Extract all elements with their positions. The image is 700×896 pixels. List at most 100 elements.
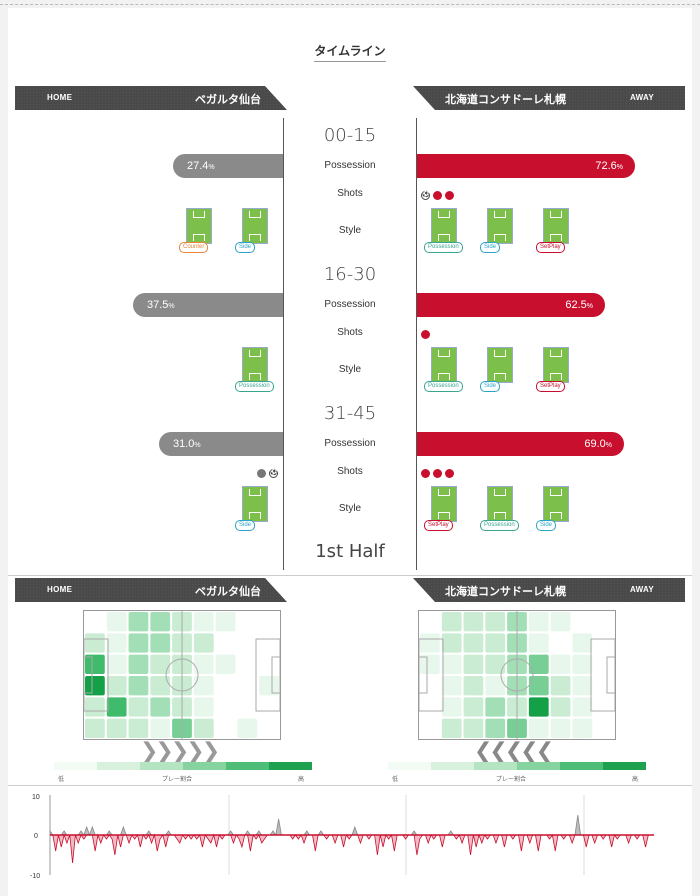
away-side-label-2: AWAY (630, 585, 655, 594)
away-legend-low: 低 (392, 777, 399, 783)
heat-cell (85, 633, 105, 653)
home-legend-low: 低 (58, 777, 65, 783)
away-style-pitch-icon (543, 486, 569, 522)
away-shot-marker (421, 469, 430, 478)
heat-cell (85, 676, 105, 696)
possession-label: Possession (324, 160, 376, 171)
heat-cell (463, 654, 484, 674)
heat-cell (550, 697, 571, 717)
home-possession-value: 37.5% (147, 299, 175, 311)
away-attack-direction-icon: ❮❮❮❮❮ (474, 738, 554, 763)
heat-cell (237, 697, 258, 717)
home-possession-bar: 31.0% (159, 432, 283, 456)
away-shot-marker (445, 191, 454, 200)
home-attack-direction-icon: ❯❯❯❯❯ (140, 738, 220, 763)
heat-cell (420, 718, 440, 738)
heat-cell (594, 718, 614, 738)
pitch-lines (84, 611, 280, 739)
heat-cell (215, 633, 236, 653)
away-heatmap (418, 610, 616, 740)
title-underline (314, 61, 386, 62)
heat-cell (572, 718, 593, 738)
y-tick-label: 0 (34, 833, 38, 840)
away-possession-value: 69.0% (584, 438, 612, 450)
heat-cell (550, 718, 571, 738)
heat-cell (85, 654, 105, 674)
heat-cell (441, 633, 462, 653)
home-side-label: HOME (47, 93, 73, 102)
heat-cell (150, 612, 171, 632)
heat-cell (528, 612, 549, 632)
away-shot-marker (445, 469, 454, 478)
heat-cell (463, 612, 484, 632)
heat-cell (128, 718, 149, 738)
away-shot-marker (433, 191, 442, 200)
away-style-pitch-icon (431, 208, 457, 244)
shots-label: Shots (337, 466, 363, 477)
heat-cell (237, 676, 258, 696)
heat-cell (420, 697, 440, 717)
center-left-line (283, 118, 284, 570)
heat-cell (128, 697, 149, 717)
away-style-tag: Side (536, 520, 557, 531)
home-team-name-2: ベガルタ仙台 (195, 586, 261, 598)
away-possession-value: 72.6% (595, 160, 623, 172)
away-possession-value: 62.5% (565, 299, 593, 311)
heat-cell (215, 697, 236, 717)
home-heat-legend (54, 762, 312, 770)
home-style-pitch-icon (242, 486, 268, 522)
away-legend-mid: プレー割合 (496, 777, 527, 783)
heat-cell (594, 612, 614, 632)
home-legend-high: 高 (298, 777, 305, 783)
away-style-tag: Side (480, 381, 501, 392)
heat-cell (485, 697, 506, 717)
away-style-pitch-icon (431, 347, 457, 383)
goal-icon: ⚽ (421, 191, 430, 200)
away-team-header-2 (413, 578, 685, 602)
heat-cell (237, 612, 258, 632)
heat-cell (485, 612, 506, 632)
home-heatmap (83, 610, 281, 740)
away-style-tag: Possession (424, 381, 463, 392)
goal-icon: ⚽ (269, 469, 278, 478)
heat-cell (259, 633, 279, 653)
style-label: Style (338, 503, 362, 514)
heat-cell (259, 612, 279, 632)
heat-cell (528, 718, 549, 738)
away-style-tag: Possession (480, 520, 519, 531)
heat-cell (193, 718, 214, 738)
center-right-line (416, 118, 417, 570)
home-style-tag: Possession (235, 381, 274, 392)
away-heat-legend (388, 762, 646, 770)
heat-cell (572, 612, 593, 632)
heat-cell (441, 676, 462, 696)
heat-cell (106, 633, 127, 653)
heat-cell (594, 676, 614, 696)
away-style-pitch-icon (543, 347, 569, 383)
momentum-chart: 10 0 -10 (30, 794, 654, 880)
heat-cell (463, 633, 484, 653)
heat-cell (441, 697, 462, 717)
heat-cell (572, 676, 593, 696)
home-style-pitch-icon (242, 347, 268, 383)
heat-cell (485, 718, 506, 738)
away-style-tag: Possession (424, 242, 463, 253)
shots-label: Shots (337, 188, 363, 199)
heat-cell (420, 612, 440, 632)
period-label: 31-45 (323, 403, 377, 424)
heat-cell (128, 654, 149, 674)
heat-cell (259, 697, 279, 717)
heat-cell (572, 633, 593, 653)
away-style-tag: SetPlay (536, 381, 565, 392)
heat-cell (106, 676, 127, 696)
period-label: 16-30 (323, 264, 377, 285)
heat-cell (237, 654, 258, 674)
home-style-tag: Side (235, 520, 256, 531)
heat-cell (485, 654, 506, 674)
away-possession-bar: 72.6% (417, 154, 635, 178)
positive-area (49, 814, 654, 837)
away-possession-bar: 69.0% (417, 432, 624, 456)
home-style-pitch-icon (186, 208, 212, 244)
heat-cell (441, 612, 462, 632)
heat-cell (528, 654, 549, 674)
